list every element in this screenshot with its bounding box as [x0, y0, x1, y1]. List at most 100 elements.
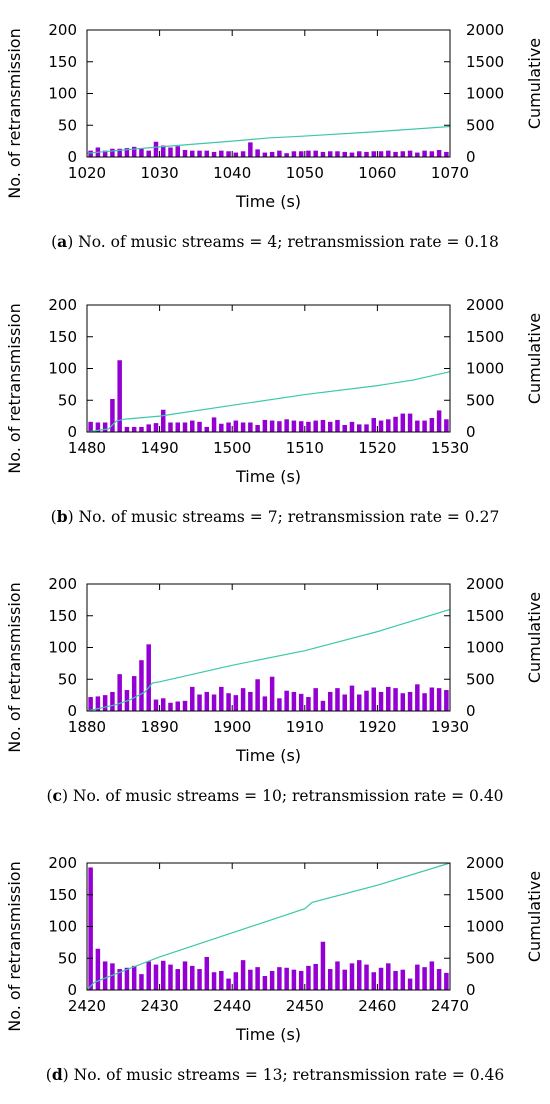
bar	[117, 148, 122, 157]
bar	[219, 150, 224, 157]
bar	[233, 695, 239, 712]
bar	[444, 419, 449, 432]
x-tick-label: 2450	[286, 997, 324, 1015]
bar	[422, 150, 427, 157]
bar	[378, 151, 384, 157]
bar	[378, 420, 384, 432]
x-tick-label: 1900	[213, 718, 251, 736]
x-tick-label: 1520	[358, 439, 396, 457]
y-tick-label: 50	[58, 670, 77, 688]
bar	[139, 148, 144, 157]
bar	[131, 146, 137, 157]
y-tick-label: 100	[48, 360, 77, 378]
y-axis-title: No. of retransmission	[5, 303, 24, 473]
bar	[124, 426, 130, 432]
bar	[226, 151, 231, 157]
bar	[197, 969, 202, 990]
bar	[371, 418, 377, 432]
bar	[335, 151, 340, 157]
bar	[291, 151, 297, 157]
bar	[190, 686, 195, 711]
bar	[407, 691, 413, 711]
bar	[400, 693, 406, 711]
bar	[444, 151, 449, 157]
x-axis-title: Time (s)	[235, 746, 301, 765]
bar	[371, 972, 377, 990]
bar	[124, 148, 130, 157]
bar	[284, 967, 289, 990]
x-tick-label: 1880	[68, 718, 106, 736]
bar	[320, 941, 326, 990]
bar	[277, 698, 282, 711]
bar	[291, 969, 297, 990]
bar	[262, 419, 268, 432]
bar	[110, 148, 115, 157]
y2-tick-label: 1500	[466, 328, 504, 346]
bar	[262, 696, 268, 711]
bar	[117, 674, 122, 711]
panel-caption: (c) No. of music streams = 10; retransmi…	[46, 786, 503, 805]
bar	[255, 149, 260, 157]
y2-tick-label: 1000	[466, 360, 504, 378]
bar	[146, 644, 151, 711]
bar	[327, 421, 333, 432]
bar	[102, 422, 108, 432]
y-tick-label: 0	[67, 423, 77, 441]
bar	[342, 425, 347, 432]
bar	[226, 978, 231, 990]
bar	[95, 422, 101, 432]
bar	[248, 969, 253, 990]
bar	[211, 972, 217, 990]
bar	[233, 152, 239, 157]
bar	[190, 965, 195, 990]
bar	[342, 969, 347, 990]
bar	[436, 410, 442, 432]
y-tick-label: 100	[48, 85, 77, 103]
bar	[371, 687, 377, 711]
bar	[262, 976, 268, 990]
y-tick-label: 0	[67, 148, 77, 166]
bar	[342, 151, 347, 157]
bar	[407, 413, 413, 432]
y-tick-label: 0	[67, 702, 77, 720]
bar	[327, 691, 333, 711]
bar	[357, 694, 362, 711]
bar	[153, 141, 159, 157]
bar	[197, 421, 202, 432]
bar	[364, 690, 369, 711]
bar	[146, 961, 151, 990]
bar	[422, 967, 427, 990]
bar	[298, 693, 304, 711]
bar	[160, 145, 166, 157]
bar	[219, 970, 224, 990]
bar	[415, 420, 420, 432]
x-tick-label: 1890	[141, 718, 179, 736]
bar	[190, 420, 195, 432]
y2-tick-label: 1000	[466, 918, 504, 936]
y2-tick-label: 2000	[466, 21, 504, 39]
bar	[320, 700, 326, 711]
cumulative-line	[86, 125, 451, 154]
y-axis-title: No. of retransmission	[5, 861, 24, 1031]
bar	[429, 418, 435, 432]
bar	[349, 421, 355, 432]
bar	[219, 686, 224, 711]
bar	[211, 694, 217, 711]
bar	[335, 419, 340, 432]
bar	[269, 151, 275, 157]
bar	[88, 150, 93, 157]
y-axis-title: No. of retransmission	[5, 582, 24, 752]
panel-caption: (d) No. of music streams = 13; retransmi…	[46, 1065, 505, 1084]
y-tick-label: 150	[48, 53, 77, 71]
bar	[168, 964, 173, 990]
bar	[139, 426, 144, 432]
bar	[240, 422, 246, 432]
x-tick-label: 2430	[141, 997, 179, 1015]
bar	[95, 696, 101, 711]
bar	[349, 685, 355, 711]
bar	[197, 150, 202, 157]
bar	[182, 422, 188, 432]
bar	[269, 420, 275, 432]
